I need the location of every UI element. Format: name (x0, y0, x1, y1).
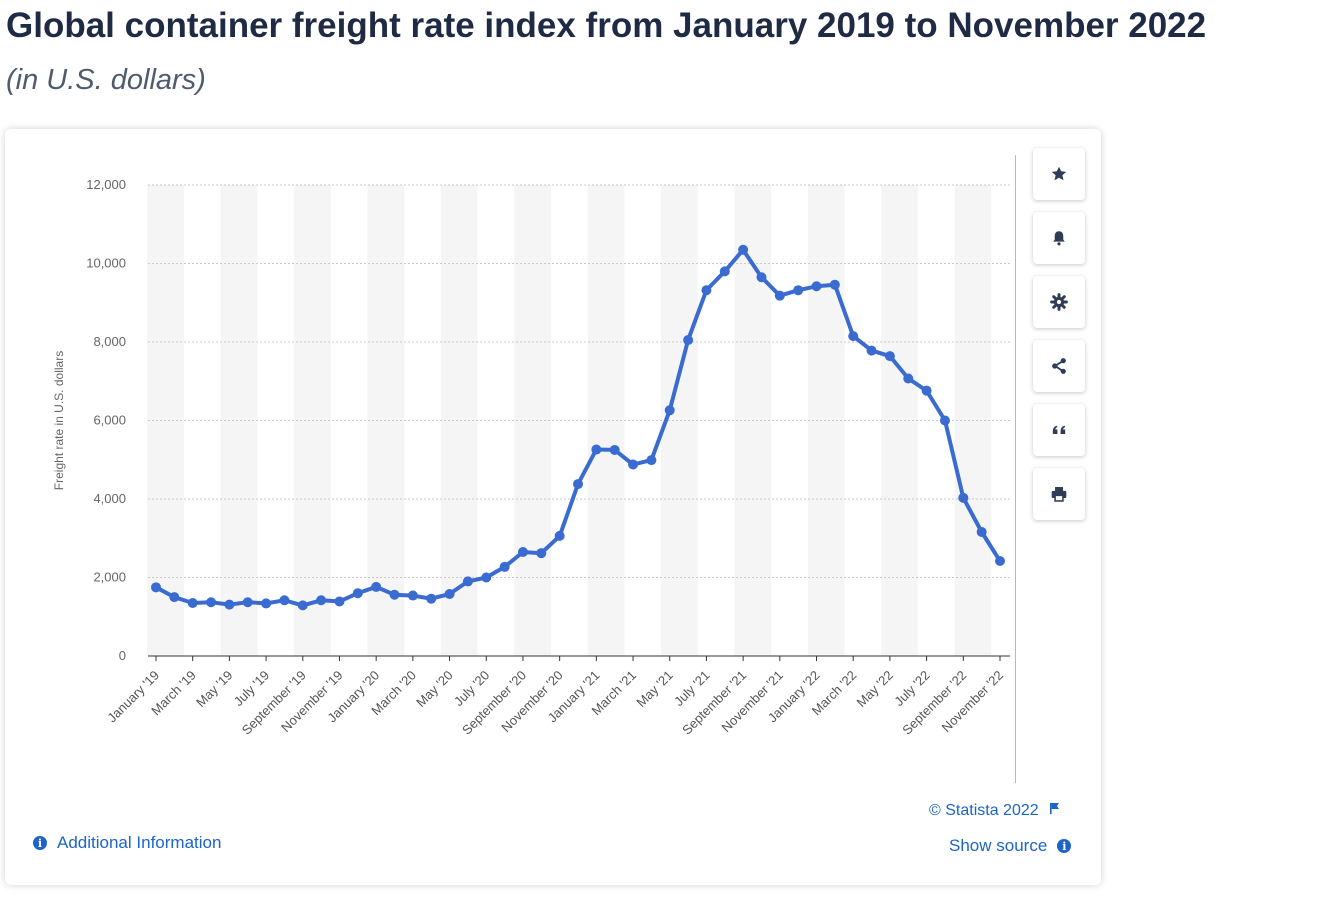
x-tick-label: September '19 (239, 668, 309, 738)
print-icon (1050, 485, 1068, 503)
x-tick-label: September '20 (459, 668, 529, 738)
y-tick-label: 12,000 (86, 177, 126, 192)
y-tick-label: 8,000 (93, 334, 126, 349)
data-point[interactable] (738, 244, 749, 255)
data-point[interactable] (591, 444, 602, 455)
data-point[interactable] (811, 281, 822, 292)
copyright-link[interactable]: © Statista 2022 (929, 802, 1060, 820)
flag-icon (1049, 802, 1060, 820)
x-tick-label: September '22 (899, 668, 969, 738)
line-chart: 0 2,000 4,000 6,000 8,000 10,000 12,000 Januar… (52, 177, 1010, 738)
x-tick-label: May '20 (413, 668, 456, 711)
y-tick-label: 4,000 (93, 491, 126, 506)
data-point[interactable] (719, 266, 730, 277)
data-point[interactable] (407, 590, 418, 601)
y-axis-ticks: 0 2,000 4,000 6,000 8,000 10,000 12,000 (86, 177, 126, 663)
gear-icon (1050, 293, 1068, 311)
data-point[interactable] (554, 530, 565, 541)
data-point[interactable] (976, 526, 987, 537)
data-point[interactable] (536, 548, 547, 559)
band (881, 185, 918, 656)
data-point[interactable] (646, 455, 657, 466)
additional-info-label: Additional Information (57, 833, 222, 852)
data-point[interactable] (279, 595, 290, 606)
share-icon (1050, 357, 1068, 375)
data-point[interactable] (701, 285, 712, 296)
data-points (151, 244, 1005, 611)
y-tick-label: 2,000 (93, 570, 126, 585)
chart-card: 0 2,000 4,000 6,000 8,000 10,000 12,000 Januar… (5, 129, 1101, 885)
data-point[interactable] (903, 373, 914, 384)
y-axis-label: Freight rate in U.S. dollars (52, 351, 66, 490)
series-line (154, 247, 1002, 608)
x-tick-label: January '19 (104, 668, 162, 726)
star-icon (1050, 165, 1068, 183)
x-tick-label: September '21 (679, 668, 749, 738)
data-point[interactable] (756, 272, 767, 283)
share-button[interactable] (1033, 340, 1085, 392)
data-point[interactable] (316, 595, 327, 606)
info-icon: i (33, 836, 47, 850)
data-point[interactable] (793, 285, 804, 296)
data-point[interactable] (224, 599, 235, 610)
print-button[interactable] (1033, 468, 1085, 520)
data-point[interactable] (958, 492, 969, 503)
bell-icon (1050, 229, 1068, 247)
copyright-label: © Statista 2022 (929, 802, 1039, 819)
band (220, 185, 258, 656)
settings-button[interactable] (1033, 276, 1085, 328)
quote-icon (1050, 421, 1068, 439)
data-point[interactable] (242, 597, 253, 608)
data-point[interactable] (187, 598, 198, 609)
data-point[interactable] (573, 479, 583, 490)
band (440, 185, 478, 656)
show-source-link[interactable]: Show source i (949, 836, 1072, 856)
data-point[interactable] (462, 576, 473, 587)
data-point[interactable] (683, 335, 694, 346)
x-tick-label: May '21 (633, 668, 676, 711)
data-point[interactable] (499, 561, 510, 572)
data-point[interactable] (517, 546, 528, 557)
data-point[interactable] (426, 593, 437, 604)
additional-info-link[interactable]: i Additional Information (33, 833, 221, 853)
show-source-label: Show source (949, 836, 1048, 855)
x-tick-label: May '19 (193, 668, 236, 711)
data-point[interactable] (297, 600, 308, 611)
data-point[interactable] (371, 581, 382, 592)
data-point[interactable] (774, 290, 785, 301)
y-tick-label: 0 (119, 648, 126, 663)
page-title: Global container freight rate index from… (6, 6, 1207, 45)
toolbar-divider (1015, 155, 1016, 783)
notification-button[interactable] (1033, 212, 1085, 264)
data-point[interactable] (921, 385, 932, 396)
data-point[interactable] (609, 444, 620, 455)
gridlines (148, 184, 1010, 578)
data-point[interactable] (444, 588, 455, 599)
data-point[interactable] (848, 331, 859, 342)
y-tick-label: 10,000 (86, 256, 126, 271)
data-point[interactable] (995, 556, 1005, 567)
data-point[interactable] (481, 572, 492, 583)
favorite-button[interactable] (1033, 148, 1085, 200)
cite-button[interactable] (1033, 404, 1085, 456)
info-icon: i (1057, 839, 1072, 853)
data-point[interactable] (334, 596, 345, 607)
data-point[interactable] (389, 589, 400, 600)
data-point[interactable] (352, 588, 363, 599)
data-point[interactable] (664, 405, 675, 416)
data-point[interactable] (169, 592, 180, 603)
data-point[interactable] (151, 582, 161, 593)
data-point[interactable] (628, 459, 639, 470)
y-tick-label: 6,000 (93, 413, 126, 428)
data-point[interactable] (261, 598, 272, 609)
data-point[interactable] (866, 345, 877, 356)
data-point[interactable] (939, 415, 950, 426)
page-subtitle: (in U.S. dollars) (6, 64, 206, 96)
data-point[interactable] (829, 279, 840, 290)
x-tick-label: May '22 (854, 668, 897, 711)
data-point[interactable] (206, 597, 217, 608)
data-point[interactable] (884, 351, 895, 362)
